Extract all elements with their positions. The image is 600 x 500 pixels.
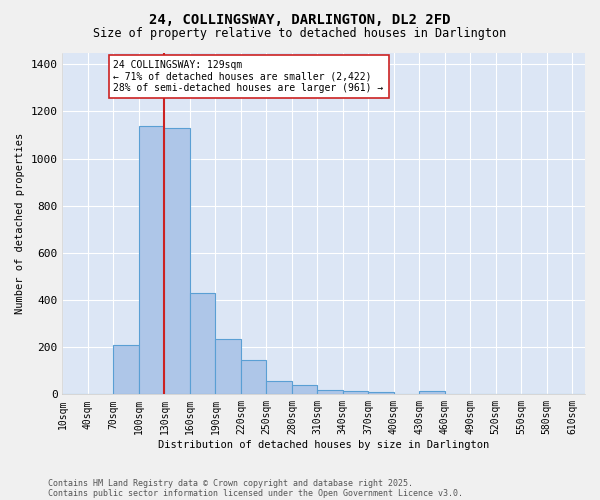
Bar [292, 386, 317, 394]
Bar [113, 345, 139, 395]
Text: 24 COLLINGSWAY: 129sqm
← 71% of detached houses are smaller (2,422)
28% of semi-: 24 COLLINGSWAY: 129sqm ← 71% of detached… [113, 60, 383, 93]
Bar [266, 382, 292, 394]
Bar [190, 293, 215, 394]
Bar [343, 391, 368, 394]
Bar [215, 339, 241, 394]
Text: Contains public sector information licensed under the Open Government Licence v3: Contains public sector information licen… [48, 488, 463, 498]
Bar [139, 126, 164, 394]
Bar [241, 360, 266, 394]
X-axis label: Distribution of detached houses by size in Darlington: Distribution of detached houses by size … [158, 440, 490, 450]
Bar [368, 392, 394, 394]
Text: 24, COLLINGSWAY, DARLINGTON, DL2 2FD: 24, COLLINGSWAY, DARLINGTON, DL2 2FD [149, 12, 451, 26]
Text: Size of property relative to detached houses in Darlington: Size of property relative to detached ho… [94, 28, 506, 40]
Bar [419, 391, 445, 394]
Bar [317, 390, 343, 394]
Y-axis label: Number of detached properties: Number of detached properties [15, 133, 25, 314]
Bar [164, 128, 190, 394]
Text: Contains HM Land Registry data © Crown copyright and database right 2025.: Contains HM Land Registry data © Crown c… [48, 478, 413, 488]
